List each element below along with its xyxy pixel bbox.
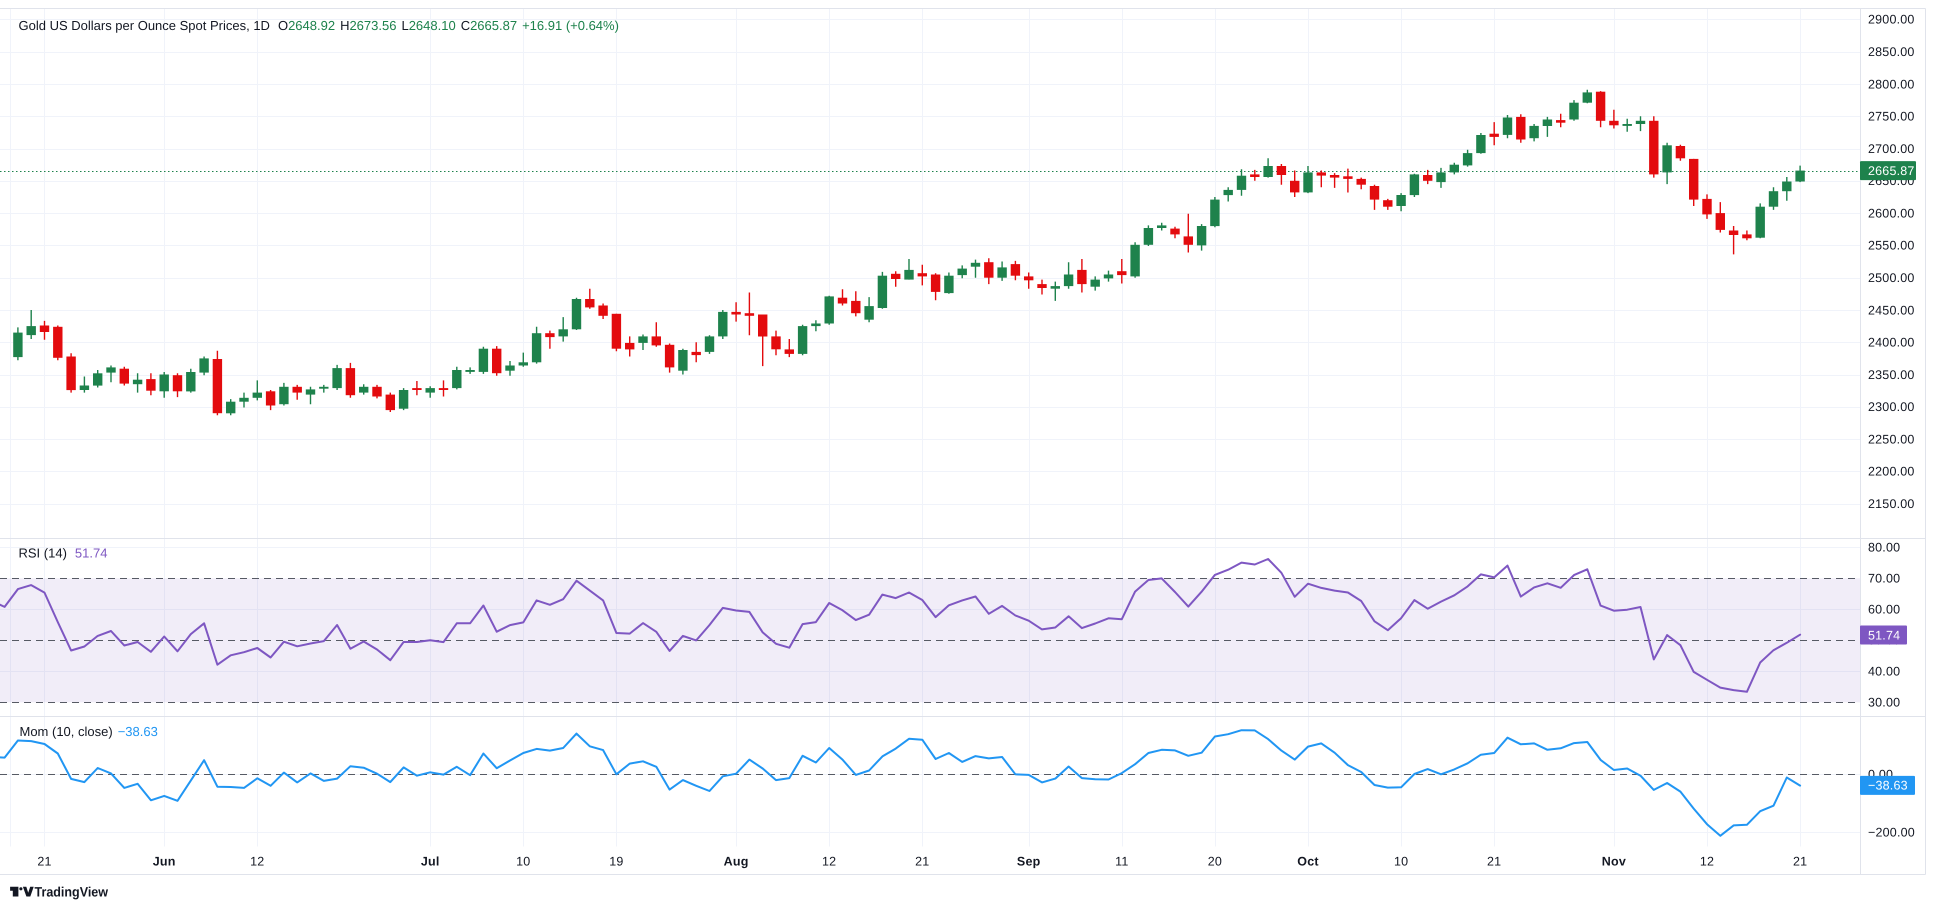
svg-text:2500.00: 2500.00 <box>1868 271 1915 285</box>
svg-text:21: 21 <box>1487 855 1501 869</box>
svg-text:12: 12 <box>1700 855 1714 869</box>
svg-text:Sep: Sep <box>1017 855 1041 869</box>
svg-text:60.00: 60.00 <box>1868 603 1900 617</box>
svg-text:2850.00: 2850.00 <box>1868 45 1915 59</box>
svg-text:Mom (10, close)−38.63: Mom (10, close) −38.63 <box>20 724 158 739</box>
svg-text:70.00: 70.00 <box>1868 572 1900 586</box>
svg-text:20: 20 <box>1208 855 1222 869</box>
svg-text:2900.00: 2900.00 <box>1868 13 1915 27</box>
svg-text:Oct: Oct <box>1297 855 1319 869</box>
svg-text:Gold US Dollars per Ounce Spot: Gold US Dollars per Ounce Spot Prices, 1… <box>19 18 619 33</box>
svg-text:2450.00: 2450.00 <box>1868 303 1915 317</box>
svg-text:30.00: 30.00 <box>1868 696 1900 710</box>
svg-text:21: 21 <box>37 855 51 869</box>
svg-text:2800.00: 2800.00 <box>1868 77 1915 91</box>
svg-text:2400.00: 2400.00 <box>1868 336 1915 350</box>
svg-text:2350.00: 2350.00 <box>1868 368 1915 382</box>
svg-text:−200.00: −200.00 <box>1868 825 1915 839</box>
svg-text:21: 21 <box>915 855 929 869</box>
svg-text:RSI (14)51.74: RSI (14) 51.74 <box>19 546 108 561</box>
svg-text:12: 12 <box>822 855 836 869</box>
svg-text:2550.00: 2550.00 <box>1868 239 1915 253</box>
svg-text:2700.00: 2700.00 <box>1868 142 1915 156</box>
svg-text:40.00: 40.00 <box>1868 665 1900 679</box>
svg-text:2250.00: 2250.00 <box>1868 432 1915 446</box>
svg-text:11: 11 <box>1115 855 1128 869</box>
svg-text:Jul: Jul <box>421 855 440 869</box>
svg-text:10: 10 <box>1394 855 1408 869</box>
svg-text:19: 19 <box>609 855 623 869</box>
svg-text:−38.63: −38.63 <box>1868 779 1908 793</box>
svg-text:2150.00: 2150.00 <box>1868 497 1915 511</box>
svg-text:2200.00: 2200.00 <box>1868 465 1915 479</box>
svg-text:TradingView: TradingView <box>35 884 109 899</box>
svg-text:2300.00: 2300.00 <box>1868 400 1915 414</box>
svg-text:Nov: Nov <box>1602 855 1626 869</box>
svg-text:2665.87: 2665.87 <box>1868 164 1915 178</box>
svg-text:51.74: 51.74 <box>1868 628 1900 642</box>
svg-text:2750.00: 2750.00 <box>1868 110 1915 124</box>
svg-text:21: 21 <box>1793 855 1807 869</box>
svg-text:12: 12 <box>250 855 264 869</box>
svg-text:Jun: Jun <box>153 855 176 869</box>
svg-text:2600.00: 2600.00 <box>1868 206 1915 220</box>
svg-text:Aug: Aug <box>724 855 749 869</box>
svg-text:80.00: 80.00 <box>1868 541 1900 555</box>
svg-text:10: 10 <box>516 855 530 869</box>
